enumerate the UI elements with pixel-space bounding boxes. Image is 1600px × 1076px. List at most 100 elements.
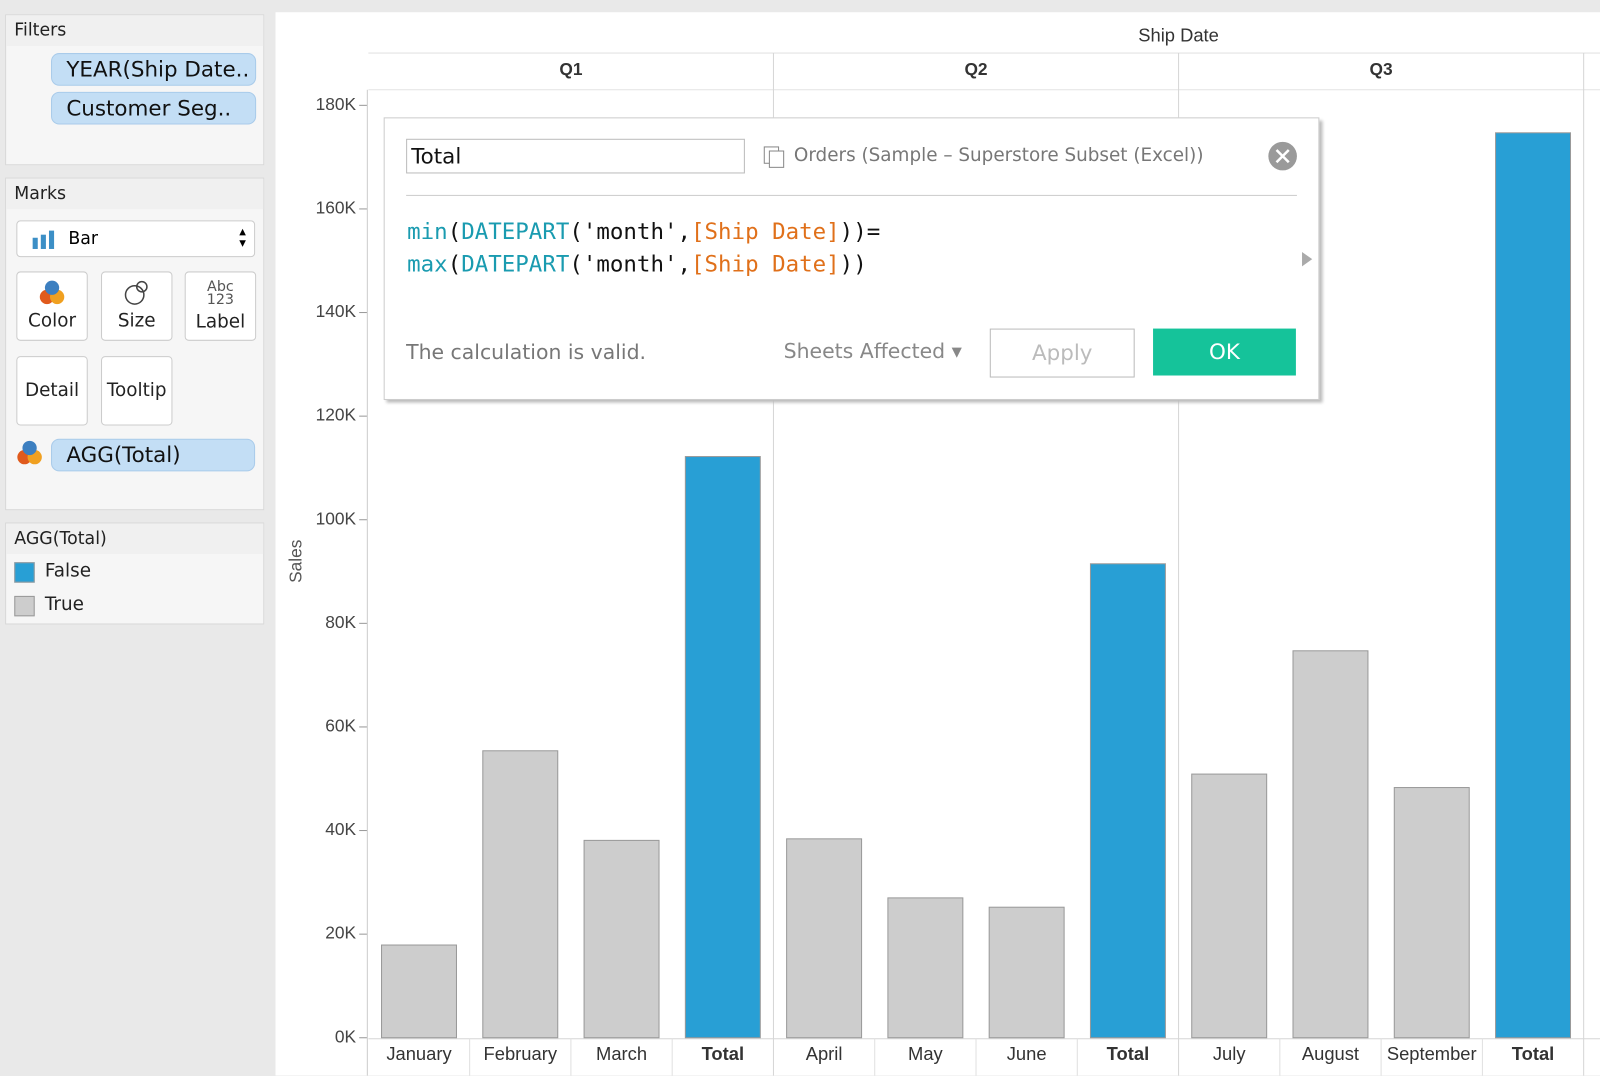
y-tick-label: 80K [325,612,356,632]
mark-type-select[interactable]: Bar ▴ ▾ [16,220,256,258]
x-tick-label: May [908,1043,944,1064]
card-label: Label [195,311,246,333]
color-icon [17,440,42,465]
formula-token: DATEPART [461,252,570,278]
name-field[interactable]: Total [406,138,745,174]
color-icon [39,280,65,305]
card-label: Detail [24,379,80,402]
formula-token: ( [447,219,462,245]
tooltip-card[interactable]: Tooltip [101,356,173,426]
legend-title: AGG(Total) [6,523,264,555]
x-tick-label: June [1007,1043,1047,1064]
bar [1089,563,1166,1039]
filters-panel: Filters YEAR(Ship Date.. Customer Seg.. [5,14,265,166]
group-header: Q2 [964,59,987,79]
bar [1495,132,1572,1039]
sheets-affected[interactable]: Sheets Affected ▾ [783,338,962,364]
x-tick-label: February [484,1043,558,1064]
close-button[interactable] [1267,141,1298,172]
formula-token: ))= [839,219,881,245]
bar [482,750,559,1039]
legend-label: True [44,593,84,616]
x-tick-label: August [1302,1043,1359,1064]
color-pill[interactable]: AGG(Total) [51,438,256,472]
x-tick-label: March [596,1043,647,1064]
datasource: Orders (Sample – Superstore Subset (Exce… [793,144,1204,167]
formula-token: )) [839,252,867,278]
formula-token: ( [447,252,462,278]
formula-token: DATEPART [461,219,570,245]
size-card[interactable]: Size [101,271,173,341]
y-tick-label: 140K [316,301,357,321]
select-arrows: ▴ ▾ [239,224,246,252]
status: The calculation is valid. [406,339,647,365]
x-tick-label: September [1387,1043,1477,1064]
y-tick-label: 100K [316,508,357,528]
formula: min(DATEPART('month',[Ship Date]))= max(D… [407,216,880,281]
formula-token: [Ship Date] [691,219,840,245]
group-header: Q1 [559,59,582,79]
y-axis-label: Sales [286,539,306,583]
card-label: Size [117,310,156,332]
bar [1292,650,1369,1039]
y-tick-label: 120K [316,405,357,425]
bar [1191,773,1268,1039]
divider [406,194,1297,196]
icon-text: 123 [206,291,235,309]
sheets-affected-label: Sheets Affected [783,338,946,364]
formula-token: max [407,252,448,278]
bar [684,456,761,1039]
label-card[interactable]: Abc 123 Label [184,271,257,341]
x-tick-label: Total [1107,1043,1150,1064]
bar [786,838,863,1039]
bar [887,897,964,1039]
filter-pill[interactable]: YEAR(Ship Date.. [51,53,257,86]
bar [381,944,457,1039]
bar [988,906,1065,1039]
x-header: Ship Date [1138,25,1219,46]
formula-line: min(DATEPART('month',[Ship Date]))= [407,216,880,249]
y-tick-label: 0K [335,1026,357,1046]
legend-label: False [44,560,92,582]
legend-swatch [14,562,35,583]
panel-title: Filters [6,15,264,46]
y-tick-label: 160K [316,198,357,218]
formula-token: ('month', [569,219,692,245]
y-tick-label: 20K [325,923,356,943]
y-tick-label: 40K [325,819,356,839]
card-label: Color [28,310,77,332]
color-card[interactable]: Color [16,271,88,341]
x-tick-label: April [806,1043,843,1064]
formula-token: min [407,219,448,245]
marks-panel: Marks Bar ▴ ▾ Color Size Abc 123 Label Det… [5,177,265,511]
filter-pill[interactable]: Customer Seg.. [51,91,257,125]
bar-icon [32,230,55,249]
label-icon: Abc 123 [186,278,255,309]
detail-card[interactable]: Detail [16,356,88,426]
ok-button[interactable]: OK [1153,328,1296,376]
y-tick-label: 180K [316,94,357,114]
formula-line: max(DATEPART('month',[Ship Date])) [407,249,880,282]
apply-button[interactable]: Apply [989,328,1135,378]
calculation-dialog: Total Orders (Sample – Superstore Subset… [383,117,1320,400]
x-tick-label: Total [702,1043,745,1064]
formula-token: [Ship Date] [691,252,840,278]
group-header: Q3 [1370,59,1393,79]
datasource-icon [763,146,785,168]
bar [583,839,660,1039]
x-tick-label: Total [1512,1043,1555,1064]
x-tick-label: January [386,1043,452,1064]
icon-text: Abc [207,278,234,295]
y-tick-label: 60K [325,716,356,736]
x-tick-label: July [1213,1043,1246,1064]
legend-panel: AGG(Total) False True [5,522,265,625]
size-icon [124,280,148,305]
legend-swatch [14,595,35,617]
expand-arrow[interactable] [1301,251,1313,267]
mark-type: Bar [68,228,99,249]
bar [1393,787,1470,1039]
panel-title: Marks [6,178,264,210]
formula-token: ('month', [569,252,692,278]
